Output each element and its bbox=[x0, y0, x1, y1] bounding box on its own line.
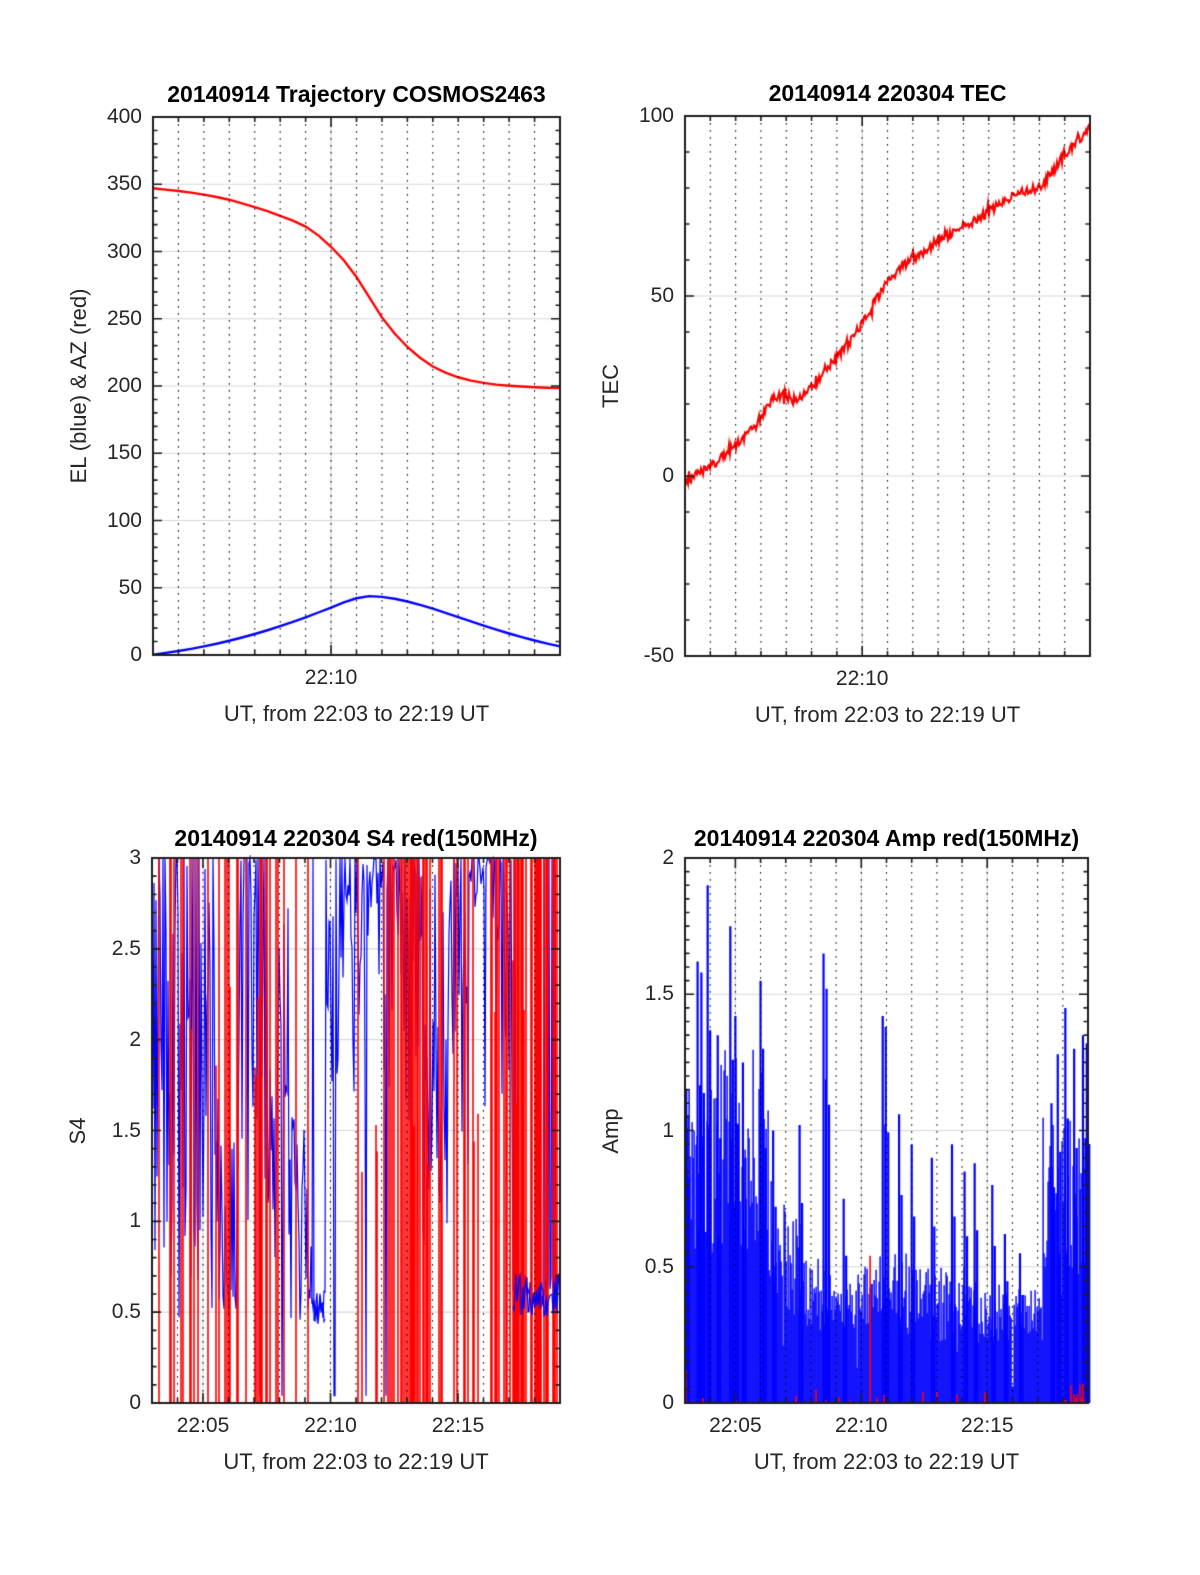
chart-title-tec: 20140914 220304 TEC bbox=[768, 80, 1007, 106]
y-tick-label: 2 bbox=[129, 1027, 141, 1051]
y-tick-label: 200 bbox=[106, 374, 142, 397]
panel-s4: 20140914 220304 S4 red(150MHz) S4 UT, fr… bbox=[65, 825, 563, 1474]
y-tick-label: 50 bbox=[118, 575, 142, 599]
y-tick-label: 0.5 bbox=[644, 1254, 674, 1278]
y-tick-label: 100 bbox=[638, 104, 674, 127]
y-tick-label: 2 bbox=[662, 846, 674, 869]
panel-tec: 20140914 220304 TEC TEC UT, from 22:03 t… bbox=[598, 80, 1093, 727]
x-tick-label: 22:15 bbox=[960, 1414, 1014, 1437]
y-axis-label-trajectory: EL (blue) & AZ (red) bbox=[66, 288, 91, 484]
y-tick-label: 0 bbox=[662, 1391, 674, 1414]
trajectory-plot-canvas bbox=[150, 114, 563, 658]
tec-plot-canvas bbox=[682, 113, 1093, 659]
y-tick-label: 0 bbox=[662, 464, 674, 487]
x-tick-label: 22:10 bbox=[835, 667, 889, 690]
x-axis-label-trajectory: UT, from 22:03 to 22:19 UT bbox=[223, 701, 490, 726]
panel-amp: 20140914 220304 Amp red(150MHz) Amp UT, … bbox=[598, 825, 1091, 1474]
x-axis-label-amp: UT, from 22:03 to 22:19 UT bbox=[753, 1449, 1020, 1474]
y-tick-label: 1 bbox=[662, 1118, 674, 1142]
y-tick-label: 1 bbox=[129, 1209, 141, 1233]
y-tick-label: 1.5 bbox=[111, 1118, 141, 1142]
y-axis-label-s4: S4 bbox=[65, 1117, 90, 1144]
x-tick-label: 22:15 bbox=[431, 1414, 485, 1437]
chart-title-trajectory: 20140914 Trajectory COSMOS2463 bbox=[167, 81, 546, 107]
y-tick-label: 300 bbox=[106, 239, 142, 263]
amp-plot-canvas bbox=[682, 855, 1091, 1406]
x-axis-label-s4: UT, from 22:03 to 22:19 UT bbox=[223, 1449, 489, 1474]
x-tick-label: 22:05 bbox=[176, 1414, 230, 1437]
y-tick-label: 250 bbox=[106, 306, 142, 330]
chart-title-amp: 20140914 220304 Amp red(150MHz) bbox=[693, 825, 1080, 851]
s4-plot-canvas bbox=[149, 855, 563, 1406]
x-tick-label: 22:05 bbox=[709, 1414, 762, 1437]
y-tick-label: 400 bbox=[106, 105, 142, 128]
y-axis-label-amp: Amp bbox=[598, 1107, 623, 1154]
x-tick-label: 22:10 bbox=[304, 666, 358, 689]
y-tick-label: 1.5 bbox=[644, 982, 674, 1006]
panel-trajectory: 20140914 Trajectory COSMOS2463 EL (blue)… bbox=[66, 81, 563, 726]
y-tick-label: 50 bbox=[650, 284, 674, 307]
y-tick-label: 100 bbox=[106, 508, 142, 532]
x-tick-label: 22:10 bbox=[304, 1414, 357, 1437]
chart-title-s4: 20140914 220304 S4 red(150MHz) bbox=[174, 825, 538, 851]
y-tick-label: 0 bbox=[129, 1391, 141, 1414]
x-axis-label-tec: UT, from 22:03 to 22:19 UT bbox=[754, 702, 1021, 727]
y-tick-label: 0 bbox=[130, 643, 142, 666]
y-tick-label: 150 bbox=[106, 441, 142, 465]
y-axis-label-tec: TEC bbox=[598, 364, 623, 408]
y-tick-label: 2.5 bbox=[111, 936, 141, 960]
y-tick-label: 3 bbox=[129, 846, 141, 869]
x-tick-label: 22:10 bbox=[835, 1414, 888, 1437]
y-tick-label: 350 bbox=[106, 172, 142, 196]
y-tick-label: -50 bbox=[643, 644, 674, 667]
y-tick-label: 0.5 bbox=[111, 1300, 141, 1324]
